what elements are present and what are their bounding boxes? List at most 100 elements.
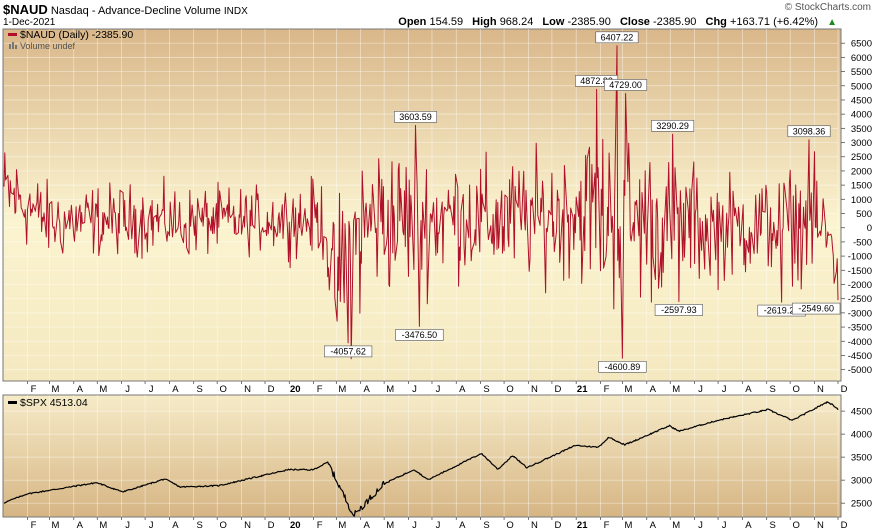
annotation: -4600.89	[598, 361, 647, 373]
naud-panel: 6500600055005000450040003500300025002000…	[2, 28, 872, 395]
annotation-box	[394, 111, 438, 123]
naud-legend: $NAUD (Daily) -2385.90 Volume undef	[8, 29, 133, 51]
naud-ytick-label: -4500	[848, 351, 872, 362]
naud-xtick-label: D	[268, 384, 275, 395]
spx-legend: $SPX 4513.04	[8, 397, 88, 409]
naud-legend-swatch	[8, 33, 17, 36]
naud-xtick-label: A	[77, 384, 84, 395]
naud-xtick-label: O	[792, 384, 799, 395]
annotation-label: -2597.93	[661, 305, 697, 315]
annotation-box	[792, 302, 841, 315]
spx-ytick-label: 4500	[851, 407, 872, 418]
chg-label: Chg	[705, 16, 727, 28]
naud-xtick-label: 21	[577, 384, 588, 395]
open-value: 154.59	[429, 16, 464, 28]
naud-ytick-label: 500	[856, 209, 872, 220]
naud-xtick-label: O	[220, 384, 227, 395]
annotation: -2549.60	[792, 302, 841, 315]
spx-xtick-label: J	[698, 520, 703, 530]
spx-xtick-label: A	[77, 520, 84, 530]
open-label: Open	[398, 16, 427, 28]
naud-xtick-label: F	[604, 384, 610, 395]
close-label: Close	[619, 16, 650, 28]
naud-ytick-label: -1500	[848, 266, 872, 277]
naud-xtick-label: F	[31, 384, 37, 395]
annotation-label: 3290.29	[656, 121, 689, 131]
spx-xtick-label: D	[554, 520, 561, 530]
naud-panel-background	[2, 28, 842, 382]
naud-xtick-label: S	[769, 384, 775, 395]
spx-ytick-label: 3000	[851, 476, 872, 487]
naud-xtick-label: S	[483, 384, 489, 395]
volume-bars-icon	[9, 42, 17, 49]
naud-ytick-label: 2000	[851, 166, 872, 177]
spx-xtick-label: A	[459, 520, 466, 530]
ohlc-readout: Open 154.59 High 968.24 Low -2385.90 Clo…	[398, 16, 837, 28]
spx-legend-label: $SPX 4513.04	[20, 397, 88, 409]
annotation: 3098.36	[787, 125, 831, 138]
high-label: High	[472, 16, 497, 28]
spx-xtick-label: A	[650, 520, 657, 530]
naud-legend-label: $NAUD (Daily) -2385.90	[20, 29, 133, 41]
naud-ytick-label: -2000	[848, 280, 872, 291]
naud-xtick-label: A	[459, 384, 466, 395]
annotation-box	[604, 79, 648, 91]
symbol-label: $NAUD	[3, 2, 48, 17]
naud-ytick-label: -1000	[848, 252, 872, 263]
date-label: 1-Dec-2021	[3, 17, 56, 28]
naud-xtick-label: M	[386, 384, 394, 395]
naud-ytick-label: 4500	[851, 95, 872, 106]
naud-xtick-label: J	[436, 384, 441, 395]
naud-ytick-label: -4000	[848, 337, 872, 348]
naud-xtick-label: M	[99, 384, 107, 395]
naud-ytick-label: -3500	[848, 323, 872, 334]
spx-xtick-label: O	[506, 520, 513, 530]
naud-ytick-label: 0	[867, 223, 872, 234]
annotation-label: -4600.89	[605, 362, 641, 372]
close-value: -2385.90	[653, 16, 697, 28]
naud-ytick-label: 4000	[851, 110, 872, 121]
annotation-label: -3476.50	[402, 330, 438, 340]
spx-xtick-label: N	[244, 520, 251, 530]
annotation-box	[598, 361, 647, 373]
naud-ytick-label: -2500	[848, 294, 872, 305]
spx-xtick-label: S	[197, 520, 203, 530]
naud-series-line	[3, 45, 839, 360]
spx-xtick-label: N	[531, 520, 538, 530]
naud-ytick-label: 1000	[851, 195, 872, 206]
naud-ytick-label: 6500	[851, 39, 872, 50]
spx-xtick-label: J	[149, 520, 154, 530]
naud-ytick-label: -5000	[848, 365, 872, 376]
annotation-label: -4057.62	[330, 346, 366, 356]
spx-ytick-label: 3500	[851, 453, 872, 464]
spx-xtick-label: 21	[577, 520, 588, 530]
spx-xtick-label: M	[672, 520, 680, 530]
spx-xtick-label: M	[99, 520, 107, 530]
naud-xtick-label: A	[172, 384, 179, 395]
spx-xtick-label: M	[386, 520, 394, 530]
annotation: -4057.62	[324, 345, 373, 358]
annotation-label: -2549.60	[798, 304, 834, 314]
naud-ytick-label: 1500	[851, 181, 872, 192]
spx-xtick-label: N	[817, 520, 824, 530]
naud-xtick-label: D	[841, 384, 848, 395]
spx-xtick-label: M	[52, 520, 60, 530]
naud-xtick-label: N	[244, 384, 251, 395]
naud-xtick-label: O	[506, 384, 513, 395]
volume-legend-label: Volume undef	[20, 41, 76, 51]
naud-ytick-label: -500	[853, 237, 872, 248]
naud-xtick-label: A	[745, 384, 752, 395]
spx-ytick-label: 2500	[851, 499, 872, 510]
spx-xtick-label: J	[436, 520, 441, 530]
spx-xtick-label: J	[722, 520, 727, 530]
low-value: -2385.90	[567, 16, 611, 28]
annotation: 6407.22	[595, 31, 639, 44]
spx-legend-swatch	[8, 401, 17, 404]
credit-label: © StockCharts.com	[784, 2, 871, 13]
naud-xtick-label: M	[672, 384, 680, 395]
naud-xtick-label: J	[125, 384, 130, 395]
spx-panel-background	[2, 394, 842, 518]
up-arrow-icon: ▲	[827, 17, 837, 28]
annotation-label: -2619.27	[764, 306, 800, 316]
